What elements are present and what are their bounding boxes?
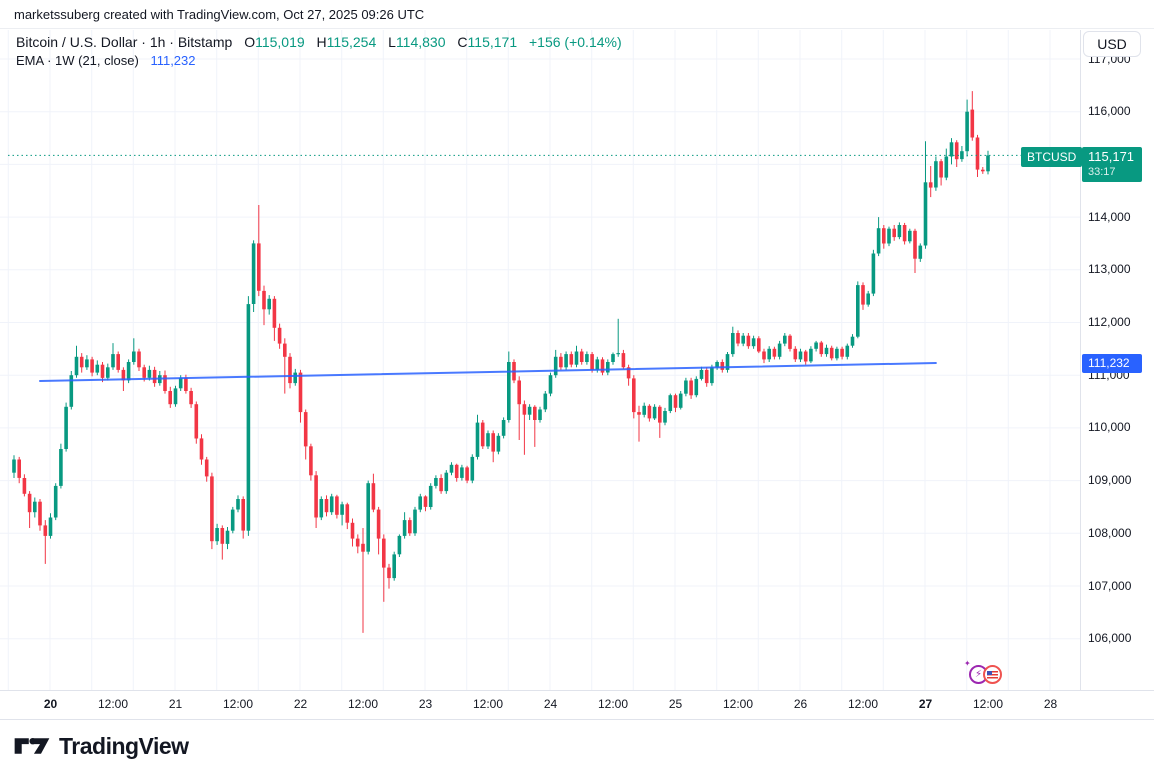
indicator-value: 111,232 xyxy=(150,53,196,68)
price-scale-label: 110,000 xyxy=(1088,420,1131,435)
price-scale-label: 116,000 xyxy=(1088,104,1131,119)
high-label: H xyxy=(316,34,327,50)
low-label: L xyxy=(388,34,396,50)
price-scale-label: 109,000 xyxy=(1088,473,1132,488)
open-value: 115,019 xyxy=(255,34,305,50)
time-scale-label: 12:00 xyxy=(722,697,754,711)
time-scale-label: 24 xyxy=(543,697,558,711)
high-value: 115,254 xyxy=(326,34,377,50)
sparkle-icon: ✦ xyxy=(964,659,971,668)
symbol-price-flag: BTCUSD xyxy=(1021,147,1083,167)
tradingview-logo-text: TradingView xyxy=(59,732,189,759)
time-scale-label: 26 xyxy=(793,697,808,711)
last-price-badge: 115,171 33:17 xyxy=(1082,147,1142,182)
indicator-title[interactable]: EMA · 1W (21, close) xyxy=(16,53,139,68)
time-scale-label: 12:00 xyxy=(972,697,1004,711)
time-scale-label: 28 xyxy=(1043,697,1058,711)
time-scale-label: 12:00 xyxy=(847,697,879,711)
ema-price-badge: 111,232 xyxy=(1082,354,1142,373)
time-scale-label: 27 xyxy=(918,697,933,711)
price-scale-label: 108,000 xyxy=(1088,525,1132,540)
chart-legend: Bitcoin / U.S. Dollar · 1h · Bitstamp O1… xyxy=(16,34,622,69)
time-scale-label: 12:00 xyxy=(222,697,254,711)
time-scale-label: 12:00 xyxy=(347,697,379,711)
time-scale-label: 12:00 xyxy=(97,697,129,711)
price-scale-label: 114,000 xyxy=(1088,209,1131,224)
change-value: +156 (+0.14%) xyxy=(529,34,622,50)
time-axis[interactable]: 20 12:00 21 12:00 22 12:00 23 12:00 24 12:00 25 12:… xyxy=(0,691,1154,719)
time-scale-label: 12:00 xyxy=(597,697,629,711)
indicator-legend-row[interactable]: EMA · 1W (21, close) 111,232 xyxy=(16,52,622,69)
price-scale-label: 106,000 xyxy=(1088,631,1132,646)
price-scale-label: 107,000 xyxy=(1088,578,1132,593)
time-scale-label: 21 xyxy=(168,697,183,711)
close-value: 115,171 xyxy=(467,34,518,50)
top-divider xyxy=(0,28,1154,29)
chart-bottom-divider xyxy=(0,719,1154,720)
time-axis-divider xyxy=(0,690,1154,691)
bar-countdown: 33:17 xyxy=(1088,166,1116,178)
time-scale-label: 20 xyxy=(43,697,58,711)
time-scale-label: 23 xyxy=(418,697,433,711)
price-scale-label: 112,000 xyxy=(1088,315,1131,329)
currency-usd-button[interactable]: USD xyxy=(1083,31,1141,57)
tradingview-logo-icon xyxy=(14,737,50,754)
us-flag-event-icon[interactable] xyxy=(983,665,1002,684)
low-value: 114,830 xyxy=(395,34,446,50)
price-scale-label: 113,000 xyxy=(1088,262,1131,277)
time-scale-label: 12:00 xyxy=(472,697,504,711)
price-axis-divider xyxy=(1080,30,1081,691)
last-price-value: 115,171 xyxy=(1088,149,1135,164)
close-label: C xyxy=(457,34,468,50)
time-scale-label: 22 xyxy=(293,697,308,711)
symbol-legend-row[interactable]: Bitcoin / U.S. Dollar · 1h · Bitstamp O1… xyxy=(16,34,622,51)
symbol-title[interactable]: Bitcoin / U.S. Dollar · 1h · Bitstamp xyxy=(16,34,233,50)
event-markers[interactable]: ✦ ⚡ xyxy=(964,659,1009,688)
attribution-text: marketssuberg created with TradingView.c… xyxy=(14,7,425,22)
open-label: O xyxy=(244,34,256,50)
time-scale-label: 25 xyxy=(668,697,683,711)
us-flag-graphic xyxy=(987,670,998,679)
tradingview-logo[interactable]: TradingView xyxy=(14,731,189,761)
